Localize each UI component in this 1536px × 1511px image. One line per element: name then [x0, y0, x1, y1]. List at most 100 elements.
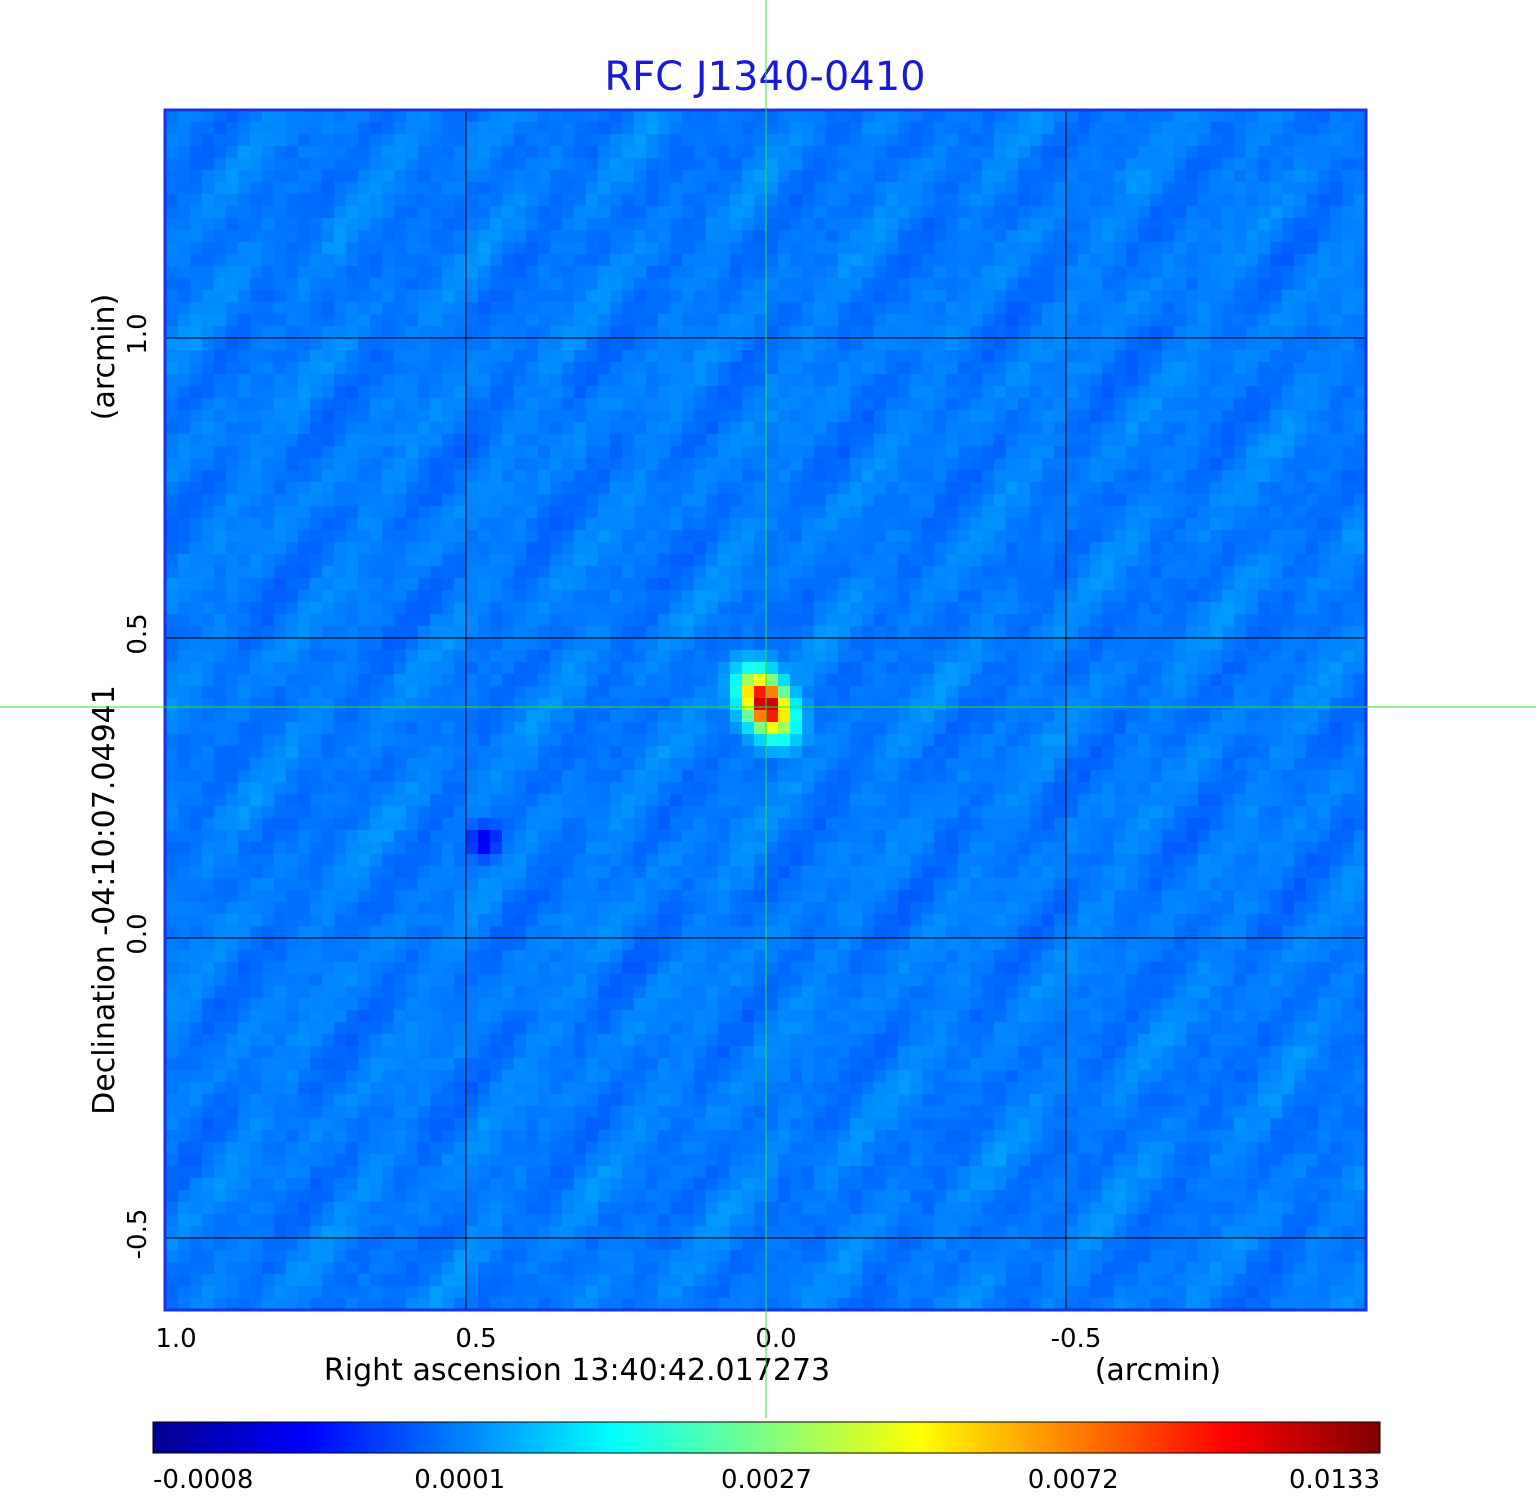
map-pixel: [322, 362, 334, 374]
map-pixel: [394, 278, 406, 290]
map-pixel: [970, 326, 982, 338]
map-pixel: [1354, 146, 1366, 158]
map-pixel: [922, 206, 934, 218]
map-pixel: [1222, 638, 1234, 650]
map-pixel: [802, 698, 814, 710]
map-pixel: [1198, 518, 1210, 530]
map-pixel: [1126, 218, 1138, 230]
map-pixel: [562, 170, 574, 182]
map-pixel: [1162, 278, 1174, 290]
map-pixel: [394, 110, 406, 122]
map-pixel: [994, 158, 1006, 170]
map-pixel: [406, 494, 418, 506]
map-pixel: [274, 314, 286, 326]
map-pixel: [274, 230, 286, 242]
map-pixel: [1342, 350, 1354, 362]
map-pixel: [562, 350, 574, 362]
map-pixel: [874, 374, 886, 386]
map-pixel: [1294, 458, 1306, 470]
map-pixel: [550, 494, 562, 506]
map-pixel: [1258, 542, 1270, 554]
map-pixel: [1102, 218, 1114, 230]
map-pixel: [1294, 482, 1306, 494]
map-pixel: [382, 386, 394, 398]
map-pixel: [430, 422, 442, 434]
map-pixel: [394, 374, 406, 386]
map-pixel: [370, 362, 382, 374]
map-pixel: [766, 170, 778, 182]
map-pixel: [514, 230, 526, 242]
map-pixel: [1162, 590, 1174, 602]
map-pixel: [814, 242, 826, 254]
map-pixel: [1066, 302, 1078, 314]
map-pixel: [1090, 122, 1102, 134]
map-pixel: [1342, 230, 1354, 242]
map-pixel: [1342, 386, 1354, 398]
map-pixel: [682, 206, 694, 218]
map-pixel: [1246, 698, 1258, 710]
map-pixel: [190, 674, 202, 686]
map-pixel: [838, 278, 850, 290]
map-pixel: [862, 242, 874, 254]
map-pixel: [466, 362, 478, 374]
map-pixel: [238, 170, 250, 182]
map-pixel: [430, 338, 442, 350]
map-pixel: [826, 410, 838, 422]
map-pixel: [490, 266, 502, 278]
map-pixel: [706, 146, 718, 158]
map-pixel: [346, 554, 358, 566]
map-pixel: [1126, 542, 1138, 554]
map-pixel: [1342, 650, 1354, 662]
map-pixel: [586, 266, 598, 278]
map-pixel: [190, 350, 202, 362]
map-pixel: [310, 326, 322, 338]
map-pixel: [682, 410, 694, 422]
map-pixel: [274, 254, 286, 266]
map-pixel: [394, 422, 406, 434]
map-pixel: [778, 122, 790, 134]
map-pixel: [370, 314, 382, 326]
map-pixel: [838, 362, 850, 374]
map-pixel: [394, 386, 406, 398]
map-pixel: [466, 302, 478, 314]
map-pixel: [202, 518, 214, 530]
map-pixel: [730, 530, 742, 542]
map-pixel: [982, 254, 994, 266]
map-pixel: [1246, 218, 1258, 230]
map-pixel: [1042, 530, 1054, 542]
map-pixel: [910, 686, 922, 698]
map-pixel: [1210, 314, 1222, 326]
map-pixel: [502, 698, 514, 710]
map-pixel: [970, 206, 982, 218]
map-pixel: [598, 314, 610, 326]
map-pixel: [1282, 446, 1294, 458]
map-pixel: [1114, 158, 1126, 170]
map-pixel: [1066, 242, 1078, 254]
map-pixel: [490, 530, 502, 542]
map-pixel: [850, 698, 862, 710]
map-pixel: [1234, 602, 1246, 614]
map-pixel: [778, 638, 790, 650]
map-pixel: [1102, 662, 1114, 674]
map-pixel: [766, 278, 778, 290]
map-pixel: [802, 602, 814, 614]
map-pixel: [1066, 350, 1078, 362]
map-pixel: [610, 458, 622, 470]
map-pixel: [454, 638, 466, 650]
map-pixel: [718, 386, 730, 398]
map-pixel: [970, 182, 982, 194]
map-pixel: [1222, 434, 1234, 446]
map-pixel: [1066, 194, 1078, 206]
map-pixel: [562, 194, 574, 206]
map-pixel: [286, 614, 298, 626]
map-pixel: [754, 218, 766, 230]
map-pixel: [166, 638, 178, 650]
map-pixel: [574, 290, 586, 302]
map-pixel: [538, 146, 550, 158]
map-pixel: [1330, 230, 1342, 242]
map-pixel: [1186, 698, 1198, 710]
map-pixel: [238, 566, 250, 578]
map-pixel: [982, 170, 994, 182]
map-pixel: [214, 146, 226, 158]
map-pixel: [778, 374, 790, 386]
